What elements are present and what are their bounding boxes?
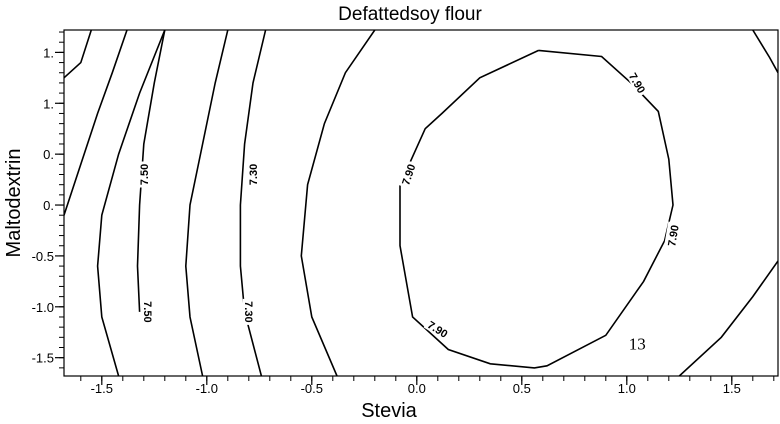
contour-line [64, 30, 93, 79]
contour-label-bg [663, 221, 682, 250]
contour-label: 7.90 [666, 224, 682, 247]
contour-label-bg [625, 68, 650, 98]
contour-label: 7.30 [248, 164, 260, 185]
contour-label-bg [397, 159, 419, 189]
contour-label-bg [246, 161, 259, 188]
y-tick-label: 1. [43, 96, 54, 111]
y-tick-label: 1. [43, 45, 54, 60]
chart-title: Defattedsoy flour [338, 4, 482, 25]
contour-label: 7.50 [141, 301, 153, 322]
x-tick-label: -0.5 [301, 381, 323, 396]
contour-label-bg [136, 161, 150, 188]
x-tick-label: -1.0 [196, 381, 218, 396]
contour-label-bg [242, 298, 256, 325]
contour-label: 7.50 [139, 164, 151, 185]
contour-label: 7.30 [242, 301, 254, 322]
x-tick-label: 1.0 [618, 381, 636, 396]
contour-line [752, 30, 778, 74]
y-tick-label: 0. [43, 198, 54, 213]
plot-area: -1.5 -1.0 -0.5 0.0 0.5 1.0 1.5 1. 1. 0. 0. -0.5 -1.0… [32, 29, 779, 396]
contour-line [300, 30, 376, 376]
contour-line [184, 30, 229, 376]
contour-line [64, 30, 128, 216]
y-tick-label: -1.0 [32, 300, 54, 315]
x-tick-label: 0.5 [513, 381, 531, 396]
x-tick-label: 1.5 [723, 381, 741, 396]
y-tick-label: 0. [43, 147, 54, 162]
annotation-text: 13 [629, 335, 646, 354]
y-tick-label: -0.5 [32, 249, 54, 264]
contour-line [678, 260, 778, 376]
contour-label-bg [142, 298, 155, 325]
contour-label: 7.90 [400, 163, 418, 187]
x-axis-label: Stevia [361, 400, 417, 422]
y-tick-label: -1.5 [32, 351, 54, 366]
contour-label-bg [423, 316, 453, 342]
y-axis-label: Maltodextrin [3, 149, 25, 258]
x-tick-label: 0.0 [408, 381, 426, 396]
contour-line [96, 30, 166, 376]
x-tick-label: -1.5 [91, 381, 113, 396]
contour-line [399, 49, 674, 369]
plot-frame [63, 29, 779, 377]
